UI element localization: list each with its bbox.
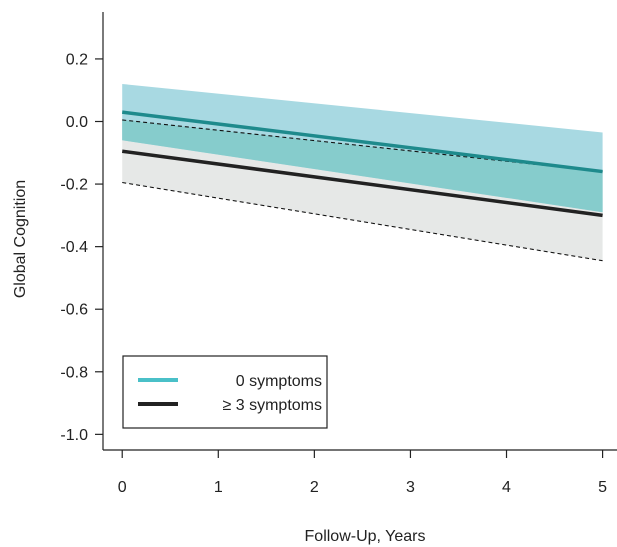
series-line-2 [121,149,603,218]
y-axis-title: Global Cognition [12,180,29,298]
y-tick-label-4: -0.6 [60,302,88,319]
series-lines [121,110,603,218]
legend-label-1: 0 symptoms [236,373,322,390]
series-line-1 [122,110,603,174]
ci-band-overlap [122,119,603,213]
x-tick-label-2: 2 [310,479,319,496]
legend: 0 symptoms ≥ 3 symptoms [122,355,328,429]
x-tick-label-4: 4 [502,479,511,496]
y-tick-label-1: 0.0 [66,114,88,131]
x-tick-label-3: 3 [406,479,415,496]
legend-label-2: ≥ 3 symptoms [223,397,322,414]
legend-box [122,355,328,429]
y-tick-label-3: -0.4 [60,239,88,256]
y-tick-label-6: -1.0 [60,427,88,444]
confidence-bands [122,83,603,262]
x-tick-label-5: 5 [598,479,607,496]
axes: 0.2 0.0 -0.2 -0.4 -0.6 -0.8 -1.0 0 1 2 3 4 5 [60,12,617,496]
y-tick-label-5: -0.8 [60,364,88,381]
x-tick-label-0: 0 [118,479,127,496]
y-tick-label-2: -0.2 [60,177,88,194]
x-tick-label-1: 1 [214,479,223,496]
x-axis-title: Follow-Up, Years [305,528,426,545]
y-tick-label-0: 0.2 [66,51,88,68]
